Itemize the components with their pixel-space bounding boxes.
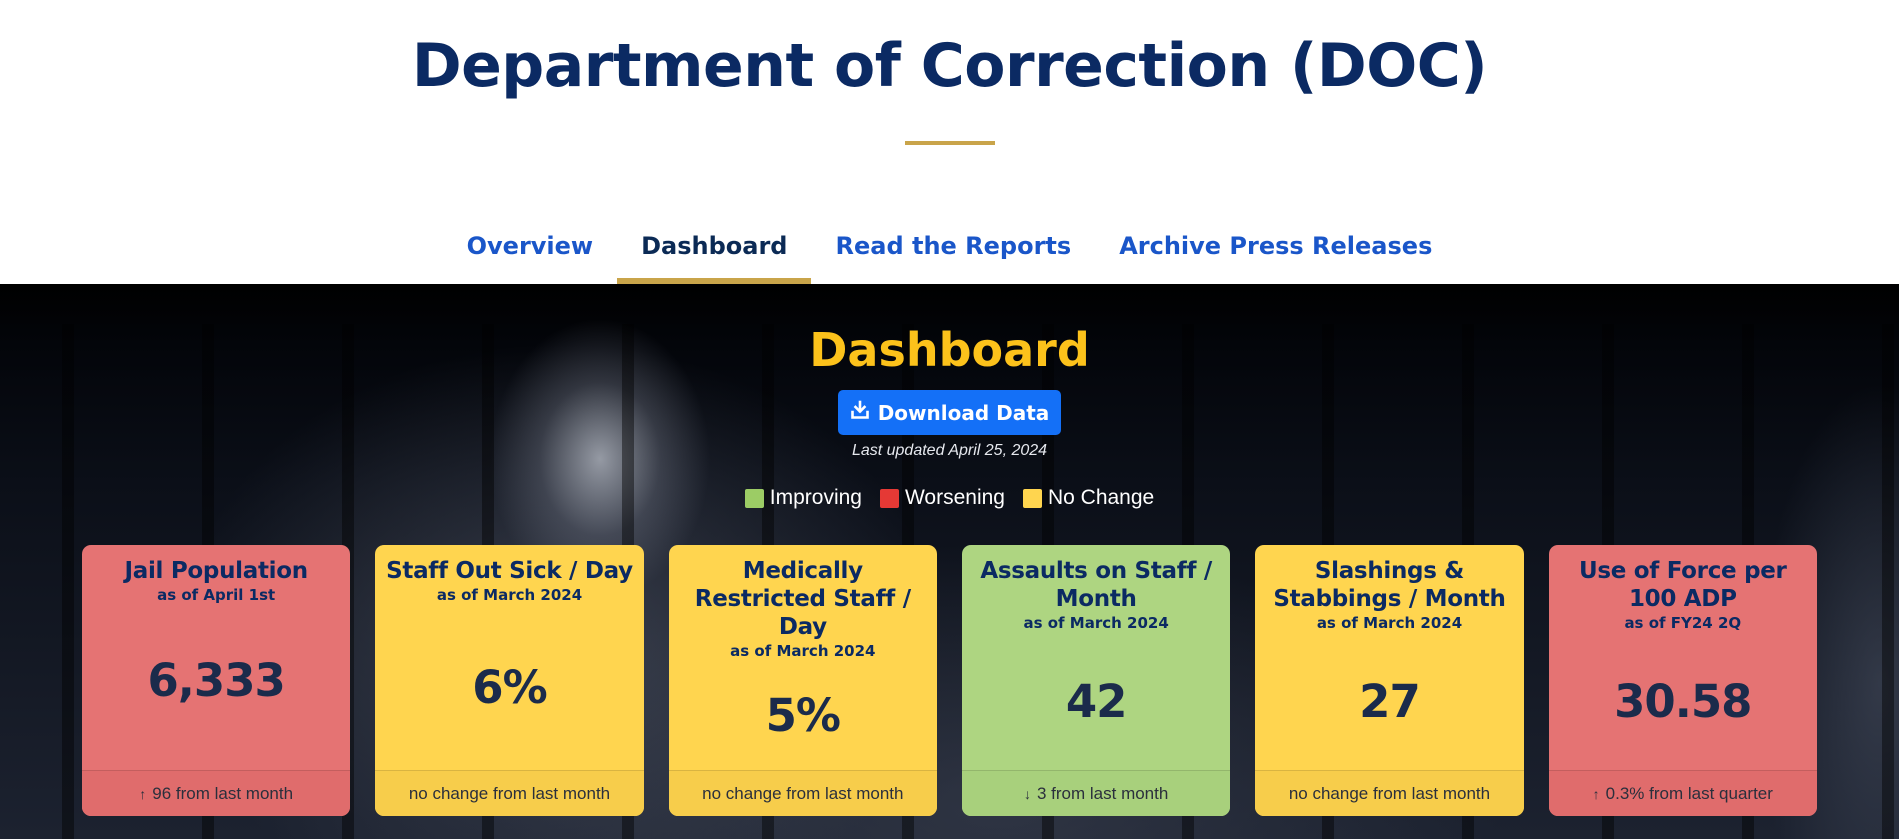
card-subtitle: as of March 2024 [730, 642, 876, 660]
section-nav: Overview Dashboard Read the Reports Arch… [0, 226, 1899, 284]
card-change-text: 3 from last month [1036, 783, 1169, 803]
no-change-swatch-icon [1022, 488, 1042, 508]
card-footer: ↑ 96 from last month [82, 770, 351, 816]
legend-label: Improving [769, 486, 862, 509]
card-footer: ↑ 0.3% from last quarter [1548, 770, 1817, 816]
legend-label: Worsening [904, 486, 1005, 509]
card-value: 5% [765, 689, 841, 742]
card-use-of-force: Use of Force per 100 ADP as of FY24 2Q 3… [1548, 545, 1817, 816]
card-change-text: no change from last month [1288, 783, 1491, 803]
card-title: Assaults on Staff / Month [980, 558, 1212, 612]
last-updated-text: Last updated April 25, 2024 [851, 442, 1048, 459]
card-title: Jail Population [124, 558, 309, 584]
card-assaults-on-staff: Assaults on Staff / Month as of March 20… [961, 545, 1231, 816]
card-subtitle: as of March 2024 [1316, 614, 1463, 632]
card-title: Medically Restricted Staff / Day [694, 558, 911, 640]
card-footer: no change from last month [668, 770, 937, 816]
card-value: 42 [1065, 675, 1128, 728]
tab-dashboard[interactable]: Dashboard [617, 226, 812, 284]
dashboard-section: Dashboard Download Data Last updated Apr… [0, 284, 1899, 839]
legend-item-improving: Improving [744, 484, 862, 512]
metric-cards: Jail Population as of April 1st 6,333 ↑ … [82, 545, 1817, 816]
download-data-label: Download Data [877, 400, 1050, 425]
arrow-down-icon: ↓ [1023, 785, 1031, 802]
card-change-text: 96 from last month [152, 783, 294, 803]
card-footer: no change from last month [375, 770, 644, 816]
title-accent-rule [905, 141, 995, 145]
card-title: Slashings & Stabbings / Month [1273, 558, 1506, 612]
card-subtitle: as of March 2024 [436, 586, 583, 604]
card-subtitle: as of FY24 2Q [1624, 614, 1742, 632]
card-jail-population: Jail Population as of April 1st 6,333 ↑ … [82, 545, 351, 816]
card-title: Use of Force per 100 ADP [1579, 558, 1787, 612]
legend-label: No Change [1047, 486, 1155, 509]
dashboard-title: Dashboard [809, 323, 1090, 377]
tab-read-the-reports[interactable]: Read the Reports [835, 232, 1072, 260]
arrow-up-icon: ↑ [1592, 785, 1600, 802]
card-staff-out-sick: Staff Out Sick / Day as of March 2024 6%… [375, 545, 644, 816]
card-value: 27 [1359, 675, 1421, 728]
card-subtitle: as of March 2024 [1023, 614, 1169, 632]
legend-item-no-change: No Change [1022, 484, 1155, 512]
tab-archive-press-releases[interactable]: Archive Press Releases [1119, 232, 1433, 260]
card-change-text: 0.3% from last quarter [1605, 783, 1773, 803]
status-legend: Improving Worsening No Change [0, 484, 1899, 512]
card-medically-restricted-staff: Medically Restricted Staff / Day as of M… [668, 545, 937, 816]
card-value: 30.58 [1614, 675, 1752, 728]
improving-swatch-icon [744, 488, 764, 508]
card-value: 6% [472, 661, 547, 714]
card-footer: ↓ 3 from last month [961, 770, 1231, 816]
legend-item-worsening: Worsening [879, 484, 1005, 512]
card-slashings-stabbings: Slashings & Stabbings / Month as of Marc… [1255, 545, 1524, 816]
worsening-swatch-icon [879, 488, 899, 508]
card-value: 6,333 [147, 654, 285, 707]
card-change-text: no change from last month [408, 783, 611, 803]
page-header: Department of Correction (DOC) Overview … [0, 0, 1899, 284]
card-footer: no change from last month [1255, 770, 1524, 816]
arrow-up-icon: ↑ [139, 785, 147, 802]
card-change-text: no change from last month [702, 783, 904, 803]
card-title: Staff Out Sick / Day [386, 558, 633, 584]
card-subtitle: as of April 1st [157, 586, 276, 604]
download-data-button[interactable]: Download Data [838, 390, 1061, 435]
tab-overview[interactable]: Overview [466, 232, 594, 260]
page-title: Department of Correction (DOC) [411, 31, 1488, 101]
download-icon [850, 400, 870, 425]
